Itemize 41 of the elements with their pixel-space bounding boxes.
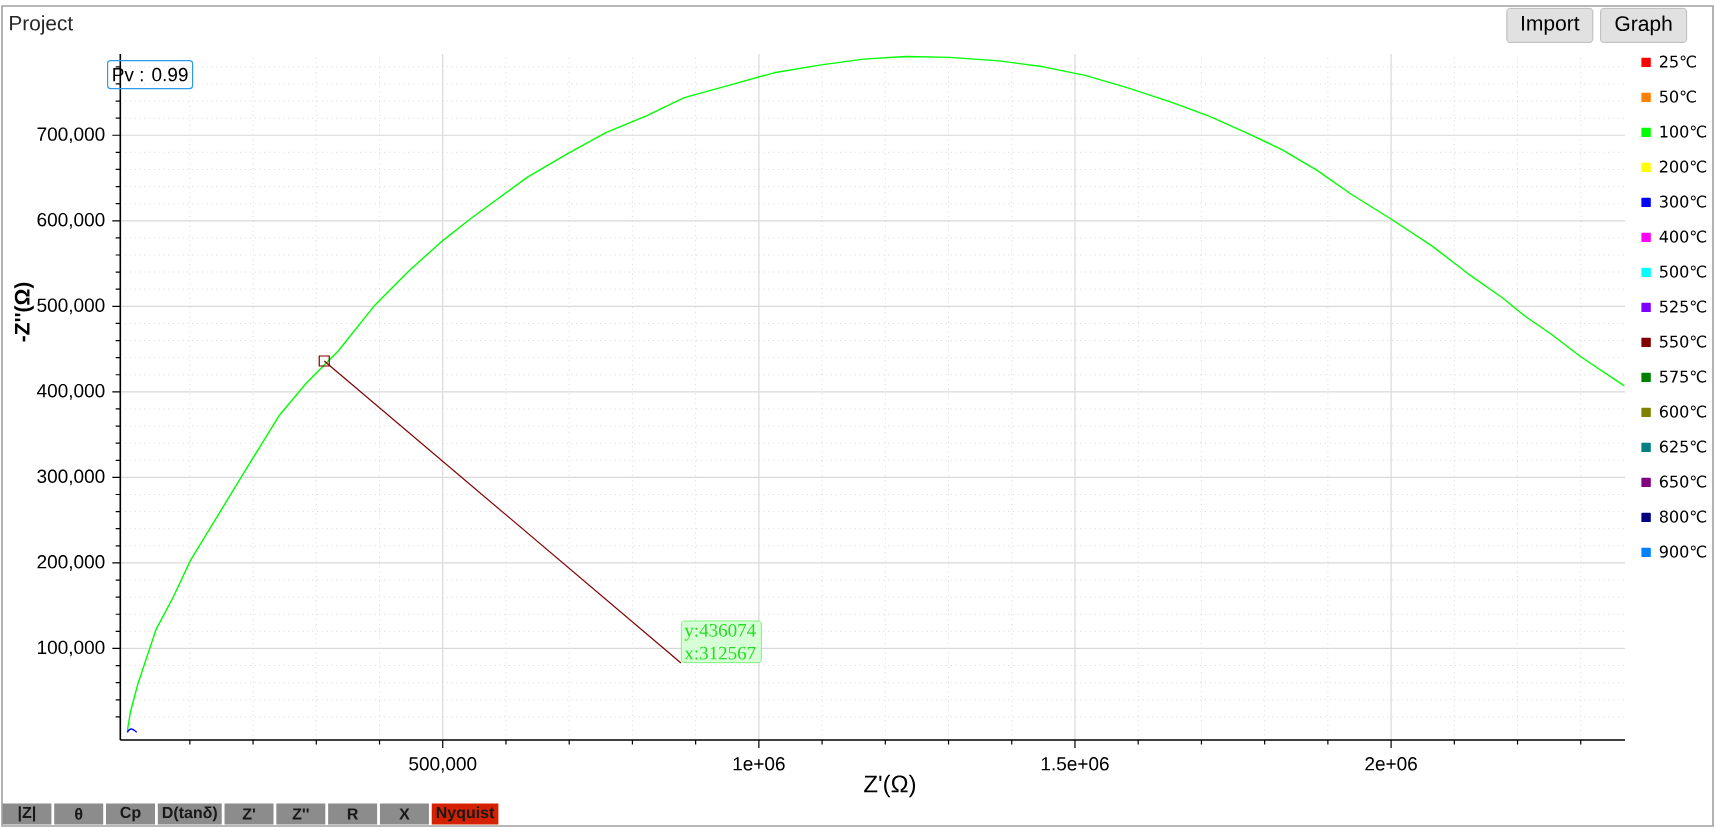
- text: X: [399, 808, 410, 820]
- annotation: y:436074 x:312567: [684, 623, 756, 660]
- text: D(tanδ): [162, 806, 217, 822]
- legend-label: 600℃: [1659, 405, 1707, 418]
- x-tick-label: 2e+06: [1365, 757, 1417, 771]
- text: Z': [242, 808, 255, 820]
- text: θ: [75, 808, 83, 820]
- text: Nyquist: [436, 806, 495, 822]
- text: Cp: [120, 806, 141, 822]
- text: |Z|: [18, 806, 36, 822]
- legend-label: 625℃: [1659, 440, 1707, 453]
- x-axis-title: Z'(Ω): [864, 774, 916, 798]
- y-tick-label: 500,000: [37, 298, 105, 315]
- legend-label: 400℃: [1659, 230, 1707, 243]
- text: Z'': [292, 808, 309, 820]
- legend-label: 100℃: [1660, 125, 1707, 138]
- legend-label: 650℃: [1659, 475, 1707, 488]
- legend-label: 50℃: [1660, 90, 1696, 103]
- text: R: [347, 808, 359, 820]
- legend-label: 200℃: [1659, 160, 1707, 173]
- x-tick-label: 500,000: [409, 757, 477, 773]
- y-axis-title: -Z''(Ω): [14, 282, 34, 342]
- y-tick-label: 200,000: [37, 555, 105, 571]
- x-tick-label: 1.5e+06: [1041, 757, 1109, 771]
- legend-label: 25℃: [1659, 55, 1696, 68]
- legend-label: 300℃: [1660, 195, 1707, 208]
- text: Graph: [1615, 15, 1672, 36]
- chart-title: Project: [10, 15, 73, 35]
- legend-label: 800℃: [1659, 510, 1707, 523]
- y-tick-label: 700,000: [37, 127, 105, 144]
- legend-label: 900℃: [1659, 545, 1707, 558]
- y-tick-label: 400,000: [37, 384, 105, 400]
- legend-label: 500℃: [1660, 265, 1707, 278]
- legend-label: 575℃: [1660, 370, 1707, 383]
- legend-label: 550℃: [1660, 335, 1707, 348]
- text: Import: [1522, 16, 1580, 35]
- legend-label: 525℃: [1660, 300, 1707, 313]
- y-tick-label: 300,000: [37, 469, 105, 486]
- y-tick-label: 100,000: [38, 640, 105, 657]
- y-tick-label: 600,000: [37, 212, 105, 229]
- x-tick-label: 1e+06: [733, 757, 785, 771]
